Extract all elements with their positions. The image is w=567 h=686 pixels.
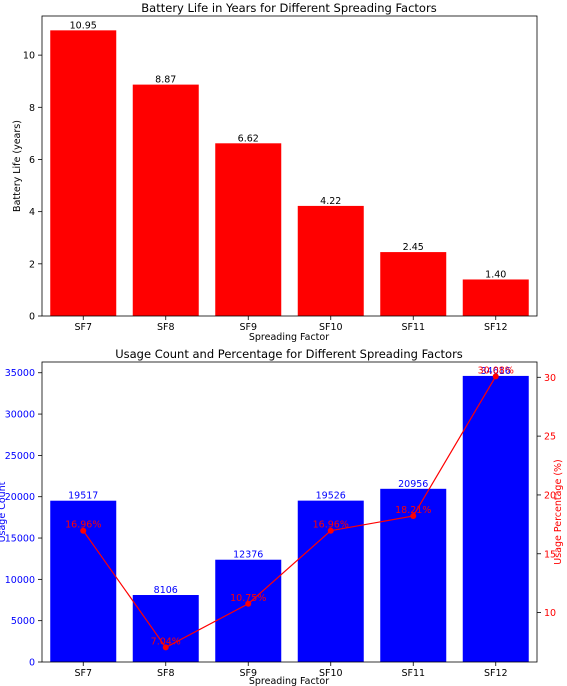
y-tick-label: 15000 <box>5 534 35 545</box>
x-tick-label: SF8 <box>157 668 175 679</box>
percentage-label: 10.75% <box>230 593 266 604</box>
bar-sf12 <box>462 375 529 662</box>
battery-life-chart: Battery Life in Years for Different Spre… <box>12 1 538 343</box>
percentage-point-sf11 <box>410 513 417 519</box>
chart2-percentage-line <box>80 373 499 651</box>
usage-chart: Usage Count and Percentage for Different… <box>0 347 564 686</box>
chart2-y-ticks: 0 5000 10000 15000 20000 25000 30000 35000 <box>5 368 42 669</box>
chart2-percentage-labels: 16.96% 7.04% 10.75% 16.96% 18.21% 30.08% <box>65 365 514 647</box>
y2-tick-label: 10 <box>544 608 556 619</box>
y2-tick-label: 25 <box>544 432 556 443</box>
x-tick-label: SF10 <box>319 668 343 679</box>
bar-sf9 <box>215 559 282 662</box>
bar-value-label: 1.40 <box>485 269 506 280</box>
y-tick-label: 0 <box>29 658 35 669</box>
y-tick-label: 0 <box>29 312 35 323</box>
bar-sf8 <box>132 84 199 316</box>
chart2-bars <box>50 375 529 662</box>
x-tick-label: SF10 <box>319 322 343 333</box>
percentage-label: 7.04% <box>151 636 181 647</box>
x-tick-label: SF12 <box>484 668 508 679</box>
percentage-label: 30.08% <box>478 365 514 376</box>
bar-sf10 <box>297 500 364 662</box>
x-tick-label: SF11 <box>401 668 425 679</box>
bar-sf9 <box>215 143 282 316</box>
y-tick-label: 8 <box>29 103 35 114</box>
percentage-point-sf12 <box>492 373 499 380</box>
bar-value-label: 19517 <box>68 491 98 502</box>
y-tick-label: 30000 <box>5 410 35 421</box>
y-tick-label: 4 <box>29 207 35 218</box>
bar-sf7 <box>50 30 117 316</box>
percentage-label: 16.96% <box>65 520 101 531</box>
bar-value-label: 10.95 <box>70 20 97 31</box>
y-tick-label: 2 <box>29 259 35 270</box>
percentage-line <box>82 376 497 649</box>
y2-tick-label: 20 <box>544 490 556 501</box>
percentage-label: 16.96% <box>313 520 349 531</box>
x-tick-label: SF9 <box>239 668 257 679</box>
chart2-x-axis-label: Spreading Factor <box>249 676 329 686</box>
bar-sf11 <box>380 252 447 316</box>
percentage-point-sf10 <box>327 527 334 534</box>
bar-value-label: 8.87 <box>155 75 176 86</box>
chart2-axes-frame <box>41 361 538 663</box>
bar-value-label: 12376 <box>233 550 263 561</box>
chart1-title: Battery Life in Years for Different Spre… <box>141 1 436 15</box>
percentage-point-sf8 <box>162 644 169 651</box>
percentage-label: 18.21% <box>395 505 431 516</box>
y2-tick-label: 30 <box>544 373 556 384</box>
y2-tick-label: 15 <box>544 549 556 560</box>
bar-value-label: 4.22 <box>320 196 341 207</box>
x-tick-label: SF7 <box>74 322 92 333</box>
bar-value-label: 19526 <box>316 491 346 502</box>
chart1-axes-frame <box>41 15 538 317</box>
y-tick-label: 6 <box>29 155 35 166</box>
chart1-bars <box>50 30 529 316</box>
chart1-data-labels: 10.95 8.87 6.62 4.22 2.45 1.40 <box>70 20 507 280</box>
y-tick-label: 5000 <box>11 616 35 627</box>
chart2-y2-axis-label: Usage Percentage (%) <box>553 459 564 565</box>
x-tick-label: SF12 <box>484 322 508 333</box>
chart1-y-ticks: 0 2 4 6 8 10 <box>23 51 42 323</box>
bar-sf8 <box>132 595 199 662</box>
y-tick-label: 10 <box>23 51 35 62</box>
y-tick-label: 35000 <box>5 368 35 379</box>
bar-value-label: 2.45 <box>403 242 424 253</box>
bar-value-label: 20956 <box>398 479 428 490</box>
x-tick-label: SF7 <box>74 668 92 679</box>
y-tick-label: 25000 <box>5 451 35 462</box>
bar-sf7 <box>50 500 117 662</box>
percentage-point-sf7 <box>80 527 87 534</box>
chart1-x-ticks: SF7 SF8 SF9 SF10 SF11 SF12 <box>74 316 508 333</box>
chart1-y-axis-label: Battery Life (years) <box>12 120 23 212</box>
chart2-title: Usage Count and Percentage for Different… <box>115 347 463 361</box>
bar-value-label: 8106 <box>154 585 178 596</box>
y-tick-label: 10000 <box>5 575 35 586</box>
chart2-bar-labels: 19517 8106 12376 19526 20956 34616 <box>68 366 511 596</box>
y-tick-label: 20000 <box>5 492 35 503</box>
x-tick-label: SF9 <box>239 322 257 333</box>
x-tick-label: SF8 <box>157 322 175 333</box>
bar-value-label: 34616 <box>481 366 511 377</box>
chart2-y-axis-label: Usage Count <box>0 481 8 542</box>
bar-sf12 <box>462 279 529 316</box>
x-tick-label: SF11 <box>401 322 425 333</box>
percentage-point-sf9 <box>245 600 252 607</box>
chart2-x-ticks: SF7 SF8 SF9 SF10 SF11 SF12 <box>74 662 508 679</box>
bar-sf10 <box>297 205 364 316</box>
chart2-y2-ticks: 10 15 20 25 30 <box>537 373 556 619</box>
chart1-x-axis-label: Spreading Factor <box>249 332 329 343</box>
bar-value-label: 6.62 <box>238 133 259 144</box>
